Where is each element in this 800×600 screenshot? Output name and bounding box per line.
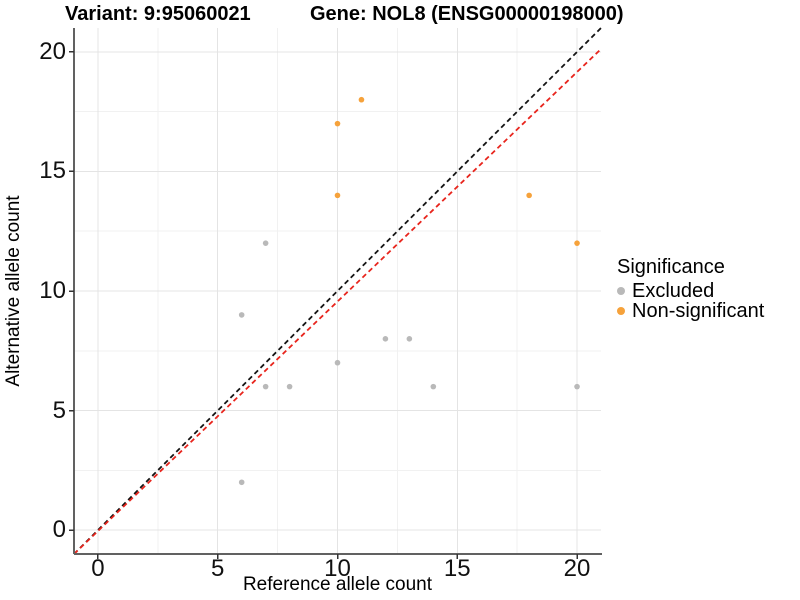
legend-label-excluded: Excluded: [632, 280, 715, 302]
x-axis-title: Reference allele count: [242, 574, 433, 595]
data-point-excluded: [430, 383, 437, 390]
plot-title-gene: Gene: NOL8 (ENSG00000198000): [310, 3, 624, 25]
y-tick-label: 20: [39, 37, 66, 65]
x-tick-label: 5: [211, 555, 225, 582]
data-point-non-significant: [574, 240, 580, 246]
data-point-excluded: [238, 479, 245, 486]
excluded-dot-icon: [617, 287, 625, 295]
data-point-excluded: [574, 383, 580, 390]
x-tick-label: 10: [324, 555, 351, 582]
x-tick-label: 15: [443, 555, 471, 582]
non-significant-dot-icon: [617, 307, 625, 315]
data-point-excluded: [262, 240, 269, 246]
legend-label-non-significant: Non-significant: [632, 300, 765, 322]
data-point-excluded: [406, 336, 413, 342]
data-point-excluded: [286, 383, 293, 390]
x-tick-label: 20: [563, 555, 591, 582]
y-tick-label: 15: [39, 157, 66, 185]
data-point-excluded: [382, 336, 389, 342]
legend-item-excluded: Excluded: [617, 281, 800, 301]
data-point-non-significant: [334, 120, 341, 127]
data-point-excluded: [262, 383, 269, 390]
legend: Significance Excluded Non-significant: [617, 256, 800, 321]
legend-title: Significance: [617, 256, 725, 278]
y-axis-title: Alternative allele count: [3, 195, 24, 387]
x-tick-label: 0: [91, 555, 105, 582]
legend-item-non-significant: Non-significant: [617, 301, 800, 321]
y-tick-label: 5: [52, 396, 66, 424]
data-point-non-significant: [526, 192, 532, 199]
data-point-excluded: [238, 312, 245, 318]
fit-line: [73, 48, 602, 555]
plot-title-variant: Variant: 9:95060021: [65, 3, 251, 25]
y-tick-label: 0: [52, 516, 66, 544]
y-tick-label: 10: [39, 277, 66, 304]
data-point-excluded: [334, 359, 341, 366]
data-point-non-significant: [334, 192, 341, 199]
data-point-non-significant: [358, 96, 365, 103]
